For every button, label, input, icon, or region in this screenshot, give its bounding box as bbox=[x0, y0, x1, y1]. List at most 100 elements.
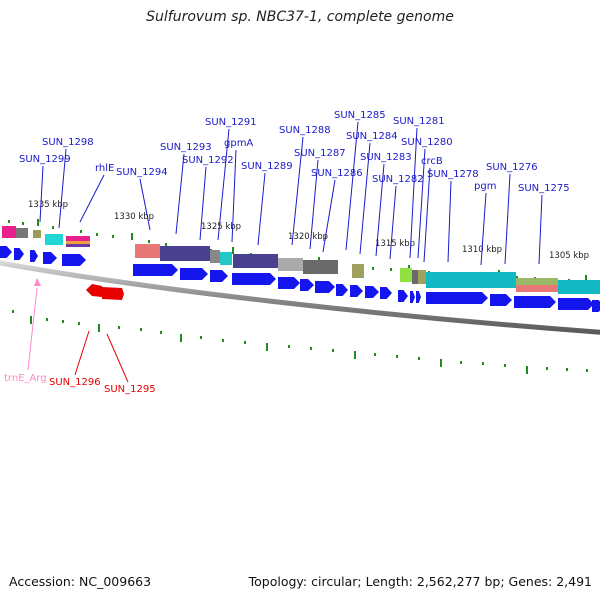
cds-arrow[interactable] bbox=[365, 286, 379, 298]
scale-label: 1330 kbp bbox=[114, 212, 154, 222]
label-leader-line bbox=[417, 148, 426, 259]
cds-arrow[interactable] bbox=[592, 300, 600, 312]
gc-tick bbox=[516, 276, 518, 279]
label-leader-line bbox=[309, 159, 319, 250]
cds-arrow[interactable] bbox=[210, 270, 228, 282]
gene-label[interactable]: pgm bbox=[474, 181, 496, 192]
topology-text: Topology: circular; Length: 2,562,277 bp… bbox=[248, 574, 592, 589]
cds-arrow[interactable] bbox=[0, 246, 12, 258]
cds-arrow[interactable] bbox=[133, 264, 178, 276]
scale-label: 1335 kbp bbox=[28, 200, 68, 210]
gene-label[interactable]: SUN_1284 bbox=[346, 131, 398, 142]
gene-label[interactable]: gpmA bbox=[224, 138, 253, 149]
map-title: Sulfurovum sp. NBC37-1, complete genome bbox=[146, 9, 454, 25]
cds-arrow[interactable] bbox=[232, 273, 276, 285]
cds-arrow[interactable] bbox=[43, 252, 57, 264]
label-leader-line bbox=[217, 128, 230, 241]
gene-label[interactable]: SUN_1287 bbox=[294, 148, 346, 159]
gene-label[interactable]: SUN_1275 bbox=[518, 183, 570, 194]
gc-tick bbox=[585, 275, 587, 282]
rna-label[interactable]: SUN_1296 bbox=[49, 377, 101, 388]
cds-arrow[interactable] bbox=[336, 284, 348, 296]
gc-tick bbox=[96, 233, 98, 236]
gc-tick bbox=[8, 220, 10, 223]
gene-label[interactable]: SUN_1292 bbox=[182, 155, 234, 166]
gene-label[interactable]: SUN_1291 bbox=[205, 117, 257, 128]
trna-label[interactable]: trnE_Arg bbox=[4, 373, 47, 384]
cds-arrow[interactable] bbox=[490, 294, 512, 306]
cds-arrow[interactable] bbox=[278, 277, 300, 289]
label-leader-line bbox=[74, 330, 90, 376]
gene-label[interactable]: SUN_1280 bbox=[401, 137, 453, 148]
gc-tick bbox=[112, 235, 114, 238]
gc-tick bbox=[396, 355, 398, 358]
rna-label[interactable]: SUN_1295 bbox=[104, 384, 156, 395]
gene-label[interactable]: SUN_1285 bbox=[334, 110, 386, 121]
gene-labels: SUN_1298 SUN_1299 rhlE SUN_1294 SUN_1293 SUN_… bbox=[19, 110, 570, 266]
label-leader-line bbox=[504, 173, 511, 265]
gc-tick bbox=[526, 366, 528, 374]
gene-label[interactable]: SUN_1276 bbox=[486, 162, 538, 173]
gc-tick bbox=[440, 359, 442, 367]
gene-label[interactable]: SUN_1278 bbox=[427, 169, 479, 180]
gene-label[interactable]: SUN_1298 bbox=[42, 137, 94, 148]
gc-tick bbox=[37, 219, 39, 226]
gc-tick bbox=[140, 328, 142, 331]
cds-arrow[interactable] bbox=[180, 268, 208, 280]
gc-tick bbox=[586, 369, 588, 372]
gene-label[interactable]: SUN_1282 bbox=[372, 174, 424, 185]
gc-tick bbox=[22, 222, 24, 225]
scale-label: 1320 kbp bbox=[288, 232, 328, 242]
gc-tick bbox=[80, 230, 82, 233]
label-leader-line bbox=[322, 179, 336, 253]
label-leader-line bbox=[257, 172, 266, 246]
rna-gene-sun1295[interactable] bbox=[102, 287, 124, 300]
gene-label[interactable]: crcB bbox=[421, 156, 443, 167]
cds-arrow[interactable] bbox=[300, 279, 314, 291]
gc-tick bbox=[30, 316, 32, 324]
cds-arrow[interactable] bbox=[514, 296, 556, 308]
gc-tick bbox=[98, 324, 100, 332]
label-leader-line bbox=[375, 163, 385, 257]
cds-arrow[interactable] bbox=[410, 291, 415, 303]
gc-ticks-inner bbox=[12, 310, 588, 374]
label-leader-line bbox=[447, 180, 452, 263]
trna-gene-trnE[interactable] bbox=[34, 278, 41, 286]
gene-label[interactable]: SUN_1281 bbox=[393, 116, 445, 127]
gc-tick bbox=[374, 353, 376, 356]
cds-arrow[interactable] bbox=[416, 291, 421, 303]
gene-label[interactable]: SUN_1293 bbox=[160, 142, 212, 153]
gene-label[interactable]: SUN_1294 bbox=[116, 167, 168, 178]
gene-label[interactable]: SUN_1299 bbox=[19, 154, 71, 165]
cds-arrow[interactable] bbox=[350, 285, 363, 297]
gc-tick bbox=[160, 331, 162, 334]
label-leader-line bbox=[291, 136, 304, 246]
gene-label[interactable]: SUN_1288 bbox=[279, 125, 331, 136]
scale-label: 1325 kbp bbox=[201, 222, 241, 232]
gc-tick bbox=[12, 310, 14, 313]
cds-arrow[interactable] bbox=[62, 254, 86, 266]
label-leader-line bbox=[27, 287, 38, 371]
gc-tick bbox=[62, 320, 64, 323]
gc-tick bbox=[566, 368, 568, 371]
gene-label[interactable]: rhlE bbox=[95, 163, 114, 174]
cds-arrow[interactable] bbox=[558, 298, 594, 310]
gene-label[interactable]: SUN_1283 bbox=[360, 152, 412, 163]
gene-label[interactable]: SUN_1289 bbox=[241, 161, 293, 172]
gc-tick bbox=[460, 361, 462, 364]
cds-arrow[interactable] bbox=[426, 292, 488, 304]
rna-gene-sun1296[interactable] bbox=[86, 284, 102, 297]
gc-tick bbox=[78, 322, 80, 325]
label-leader-line bbox=[58, 148, 67, 229]
gene-label[interactable]: SUN_1286 bbox=[311, 168, 363, 179]
label-leader-line bbox=[106, 333, 129, 383]
cds-arrow[interactable] bbox=[315, 281, 335, 293]
cds-arrow[interactable] bbox=[30, 250, 38, 262]
gc-tick bbox=[482, 362, 484, 365]
cds-arrow[interactable] bbox=[398, 290, 408, 302]
gc-tick bbox=[118, 326, 120, 329]
cds-arrow[interactable] bbox=[380, 287, 392, 299]
cds-arrow[interactable] bbox=[14, 248, 24, 260]
gc-tick bbox=[232, 247, 234, 254]
